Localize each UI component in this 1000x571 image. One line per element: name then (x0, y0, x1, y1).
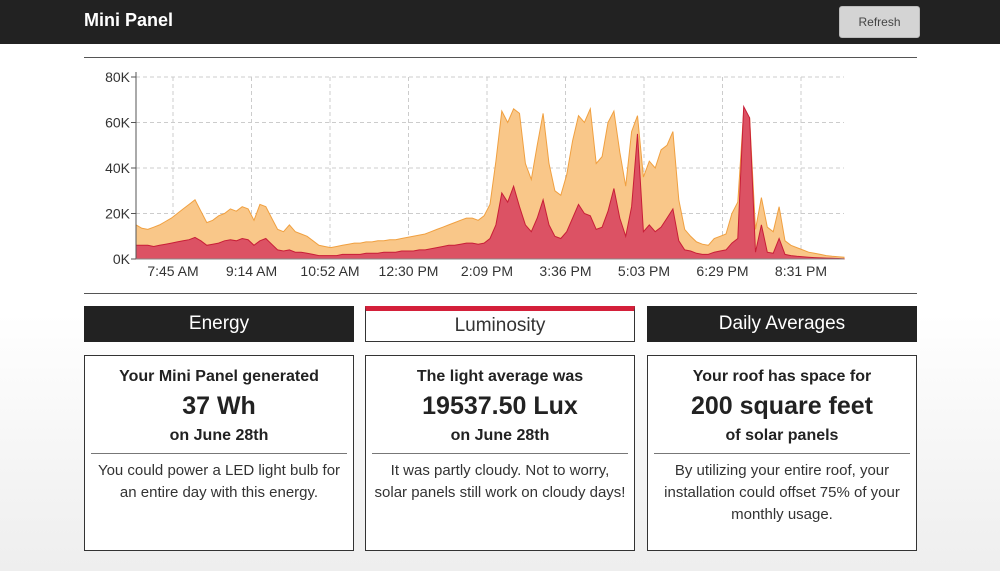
card-heading: Your roof has space for (692, 368, 872, 385)
x-tick-label: 9:14 AM (226, 263, 277, 279)
card-value: 200 square feet (690, 392, 874, 420)
card-divider (372, 453, 628, 454)
tab-daily-averages[interactable]: Daily Averages (647, 306, 917, 342)
x-tick-label: 8:31 PM (775, 263, 827, 279)
refresh-button[interactable]: Refresh (839, 6, 920, 38)
card-value: 37 Wh (182, 392, 256, 420)
card-body: You could power a LED light bulb for an … (97, 462, 341, 501)
x-tick-label: 12:30 PM (379, 263, 439, 279)
roof-card: Your roof has space for 200 square feet … (647, 355, 917, 551)
energy-card: Your Mini Panel generated 37 Wh on June … (84, 355, 354, 551)
chart-svg: 0K 20K 40K 60K 80K 7:45 AM 9:14 AM 10:52 AM 12:3… (105, 69, 845, 279)
x-tick-label: 2:09 PM (461, 263, 513, 279)
card-body: By utilizing your entire roof, your inst… (664, 462, 900, 523)
y-tick-label: 20K (105, 206, 131, 222)
card-divider (654, 453, 910, 454)
card-subheading: on June 28th (450, 427, 550, 444)
divider-bottom (84, 293, 917, 294)
card-subheading: on June 28th (169, 427, 269, 444)
x-tick-label: 7:45 AM (147, 263, 198, 279)
card-divider (91, 453, 347, 454)
luminosity-card: The light average was 19537.50 Lux on Ju… (365, 355, 635, 551)
y-tick-label: 80K (105, 69, 131, 85)
tab-luminosity[interactable]: Luminosity (365, 306, 635, 342)
app-title: Mini Panel (84, 10, 174, 30)
y-tick-label: 0K (113, 251, 131, 267)
x-tick-label: 3:36 PM (539, 263, 591, 279)
card-heading: The light average was (416, 368, 584, 385)
top-bar: Mini Panel Refresh (0, 0, 1000, 44)
tab-energy[interactable]: Energy (84, 306, 354, 342)
card-body: It was partly cloudy. Not to worry, sola… (374, 462, 626, 501)
y-tick-label: 60K (105, 115, 131, 131)
card-value: 19537.50 Lux (422, 392, 578, 420)
card-subheading: of solar panels (725, 427, 839, 444)
y-tick-label: 40K (105, 160, 131, 176)
series-area-lower (135, 104, 845, 260)
card-heading: Your Mini Panel generated (119, 368, 319, 385)
x-tick-label: 6:29 PM (696, 263, 748, 279)
divider-top (84, 57, 917, 58)
luminosity-chart: 0K 20K 40K 60K 80K 7:45 AM 9:14 AM 10:52 AM 12:3… (84, 62, 924, 286)
x-tick-label: 10:52 AM (300, 263, 359, 279)
x-tick-label: 5:03 PM (618, 263, 670, 279)
